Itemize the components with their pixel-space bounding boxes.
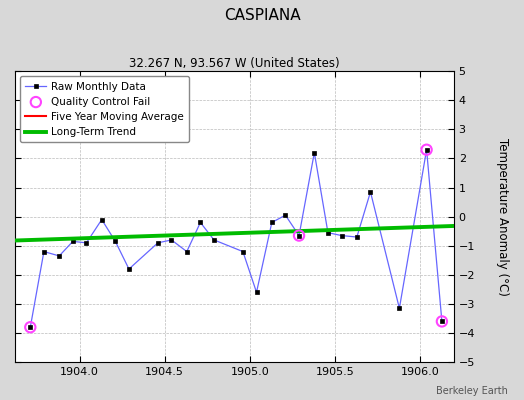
Raw Monthly Data <box>282 213 289 218</box>
Quality Control Fail <box>26 324 35 330</box>
Raw Monthly Data <box>168 238 174 242</box>
Raw Monthly Data <box>70 239 76 244</box>
Text: Berkeley Earth: Berkeley Earth <box>436 386 508 396</box>
Raw Monthly Data <box>126 267 132 272</box>
Raw Monthly Data <box>99 217 105 222</box>
Raw Monthly Data <box>339 233 345 238</box>
Raw Monthly Data <box>296 233 302 238</box>
Raw Monthly Data <box>254 290 260 295</box>
Y-axis label: Temperature Anomaly (°C): Temperature Anomaly (°C) <box>496 138 509 296</box>
Quality Control Fail <box>295 232 303 239</box>
Raw Monthly Data <box>56 254 62 258</box>
Text: CASPIANA: CASPIANA <box>224 8 300 23</box>
Raw Monthly Data <box>439 319 445 324</box>
Line: Raw Monthly Data: Raw Monthly Data <box>28 148 444 329</box>
Raw Monthly Data <box>83 240 90 245</box>
Raw Monthly Data <box>367 190 374 194</box>
Legend: Raw Monthly Data, Quality Control Fail, Five Year Moving Average, Long-Term Tren: Raw Monthly Data, Quality Control Fail, … <box>20 76 189 142</box>
Raw Monthly Data <box>155 240 161 245</box>
Raw Monthly Data <box>311 150 318 155</box>
Quality Control Fail <box>422 146 431 153</box>
Raw Monthly Data <box>112 239 118 244</box>
Raw Monthly Data <box>354 235 360 240</box>
Raw Monthly Data <box>423 147 430 152</box>
Raw Monthly Data <box>325 230 331 235</box>
Raw Monthly Data <box>27 325 34 330</box>
Raw Monthly Data <box>396 306 402 311</box>
Raw Monthly Data <box>197 220 203 225</box>
Raw Monthly Data <box>41 249 47 254</box>
Quality Control Fail <box>438 318 446 325</box>
Raw Monthly Data <box>269 220 275 225</box>
Raw Monthly Data <box>240 249 246 254</box>
Raw Monthly Data <box>211 238 217 242</box>
Title: 32.267 N, 93.567 W (United States): 32.267 N, 93.567 W (United States) <box>129 57 340 70</box>
Raw Monthly Data <box>183 249 190 254</box>
